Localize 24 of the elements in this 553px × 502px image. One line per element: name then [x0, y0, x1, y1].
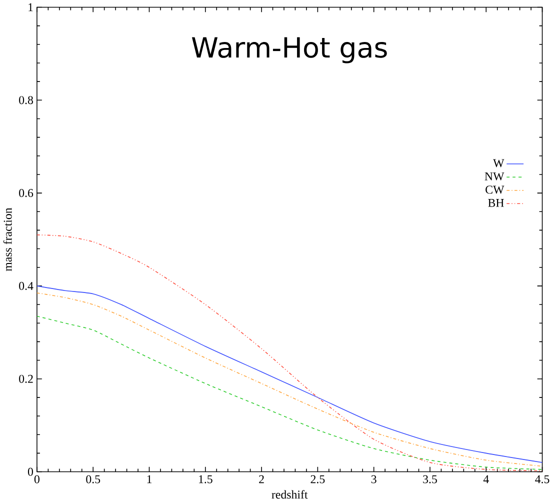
x-axis-title: redshift — [272, 490, 308, 499]
y-tick-label: 0.6 — [19, 189, 34, 198]
x-tick-label: 4.5 — [535, 475, 550, 484]
x-tick-label: 0 — [34, 475, 40, 484]
y-tick-label: 0 — [28, 468, 33, 476]
line-series — [36, 234, 542, 472]
legend-label: NW — [484, 172, 504, 180]
y-tick-label: 0.4 — [19, 282, 34, 290]
legend-label: W — [493, 159, 504, 168]
x-tick-label: 3.5 — [423, 475, 437, 484]
x-tick-label: 0.5 — [86, 475, 100, 484]
x-tick-label: 1.5 — [199, 475, 212, 484]
x-tick-label: 1 — [147, 475, 152, 484]
y-tick-label: 0.2 — [19, 374, 33, 383]
x-tick-label: 3 — [371, 475, 376, 484]
y-tick-label: 1 — [28, 3, 33, 12]
legend-label: BH — [488, 199, 504, 207]
text: Warm-Hot gas — [192, 37, 387, 64]
x-tick-label: 2.5 — [310, 475, 325, 484]
y-tick-label: 0.8 — [19, 96, 33, 104]
x-tick-label: 4 — [483, 475, 489, 484]
y-axis-title: mass fraction — [3, 208, 12, 272]
x-tick-label: 2 — [259, 475, 264, 484]
legend-label: CW — [486, 186, 504, 194]
